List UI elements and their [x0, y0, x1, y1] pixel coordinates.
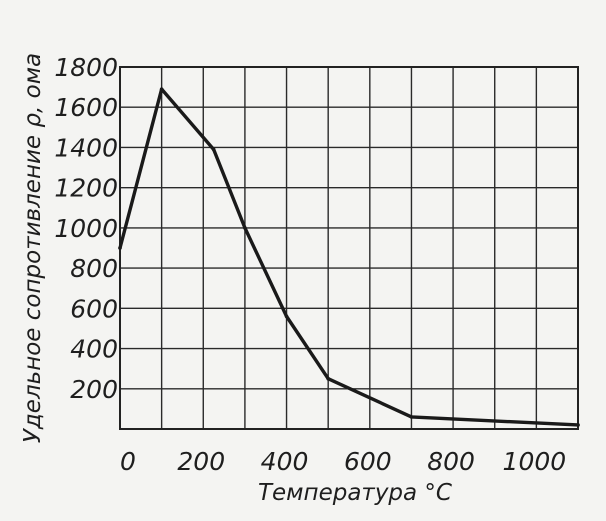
- data-point: [284, 314, 289, 319]
- x-tick-labels: 0 200 400 600 800 1000: [120, 447, 566, 476]
- x-tick-label: 800: [427, 447, 475, 476]
- y-tick-label: 1600: [54, 93, 118, 122]
- series-line: [118, 87, 580, 427]
- y-tick-label: 600: [70, 294, 118, 323]
- grid: [120, 67, 578, 429]
- y-tick-label: 1200: [54, 174, 118, 203]
- y-tick-label: 800: [70, 254, 118, 283]
- data-point: [243, 226, 247, 230]
- x-tick-label: 200: [177, 447, 225, 476]
- data-point: [326, 376, 330, 381]
- data-point: [118, 246, 122, 250]
- y-tick-label: 400: [70, 335, 118, 364]
- x-tick-label: 400: [261, 447, 309, 476]
- data-point: [409, 415, 414, 419]
- y-tick-labels: 200 400 600 800 1000 1200 1400 1600 1800: [54, 53, 118, 404]
- data-point: [576, 423, 580, 427]
- x-axis-label: Температура °C: [258, 480, 452, 506]
- y-tick-label: 1800: [54, 53, 118, 82]
- x-tick-label: 1000: [503, 447, 567, 476]
- data-point: [211, 147, 216, 152]
- y-axis-label: Удельное сопротивление ρ, ома: [20, 53, 46, 443]
- series-layer: [118, 87, 580, 427]
- data-point: [159, 87, 164, 91]
- y-tick-label: 200: [70, 375, 118, 404]
- x-tick-label: 0: [120, 447, 136, 476]
- y-tick-label: 1000: [54, 214, 118, 243]
- x-tick-label: 600: [344, 447, 392, 476]
- y-tick-label: 1400: [54, 133, 118, 162]
